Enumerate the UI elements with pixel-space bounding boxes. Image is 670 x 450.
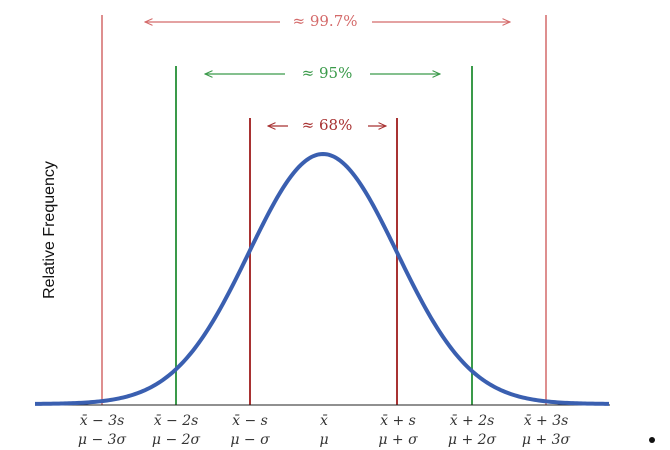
x-label-population: μ − σ [230, 432, 270, 448]
x-label-population: μ [319, 432, 328, 448]
x-label-population: μ − 2σ [152, 432, 201, 448]
dot [649, 437, 655, 443]
x-label-sample: x̄ + s [380, 413, 416, 429]
x-label-population: μ + σ [378, 432, 418, 448]
x-label-sample: x̄ + 3s [524, 413, 569, 429]
x-label-sample: x̄ − s [232, 413, 268, 429]
x-label-population: μ + 2σ [448, 432, 497, 448]
x-label-sample: x̄ − 2s [154, 413, 199, 429]
normal-curve [34, 151, 610, 406]
x-label-sample: x̄ + 2s [450, 413, 495, 429]
y-axis-label: Relative Frequency [41, 161, 58, 299]
annotation-three: ≈ 99.7% [293, 12, 358, 30]
x-label-population: μ + 3σ [522, 432, 571, 448]
annotation-one: ≈ 68% [302, 116, 353, 134]
annotation-two: ≈ 95% [302, 64, 353, 82]
x-label-sample: x̄ − 3s [80, 413, 125, 429]
x-label-sample: x̄ [320, 413, 328, 429]
x-label-population: μ − 3σ [78, 432, 127, 448]
